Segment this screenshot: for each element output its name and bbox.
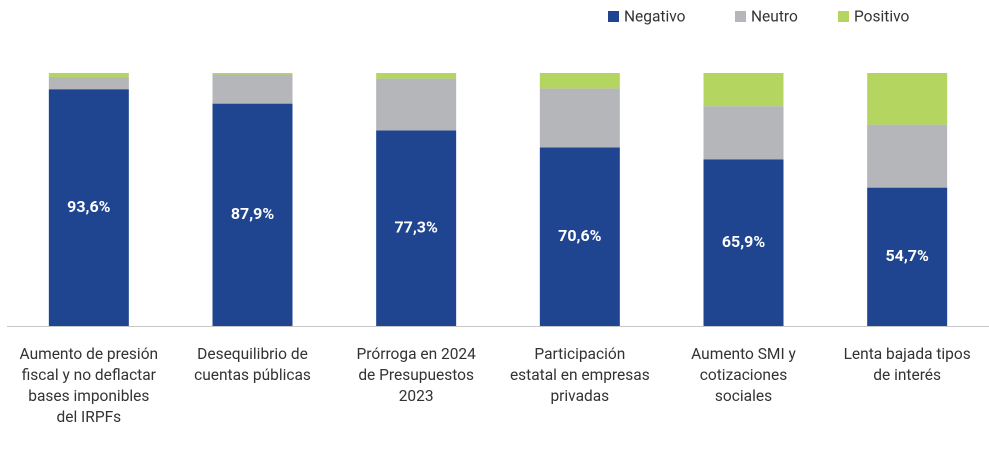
bar-segment — [376, 130, 457, 326]
x-tick-label: Desequilibrio de cuentas públicas — [194, 345, 311, 384]
bar-segment — [48, 77, 129, 90]
bar-segment — [703, 159, 784, 326]
x-tick-label: Aumento de presión fiscal y no deflactar… — [19, 345, 159, 426]
bar-segment — [48, 89, 129, 326]
bar-segment — [539, 73, 620, 89]
bar-segment — [867, 124, 948, 188]
bar-segment — [539, 88, 620, 148]
bar-segment — [867, 187, 948, 326]
data-label: 54,7% — [886, 246, 929, 265]
legend-swatch — [608, 11, 619, 22]
data-label: 87,9% — [231, 204, 274, 223]
data-label: 65,9% — [722, 232, 765, 251]
legend-label: Negativo — [624, 8, 686, 26]
bar-segment — [212, 73, 293, 75]
bar-segment — [703, 73, 784, 107]
bar-segment — [539, 147, 620, 326]
bar-segment — [376, 73, 457, 79]
data-label: 77,3% — [395, 217, 438, 236]
x-tick-label: Aumento SMI y cotizaciones sociales — [691, 345, 796, 405]
legend-swatch — [735, 11, 746, 22]
bar-segment — [48, 73, 129, 78]
bar-segment — [867, 73, 948, 125]
legend-label: Positivo — [854, 8, 910, 26]
data-label: 70,6% — [558, 226, 601, 245]
data-label: 93,6% — [67, 197, 110, 216]
x-tick-label: Participación estatal en empresas privad… — [509, 345, 650, 405]
x-tick-label: Lenta bajada tipos de interés — [843, 345, 971, 384]
legend-swatch — [838, 11, 849, 22]
bar-segment — [212, 74, 293, 104]
x-tick-label: Prórroga en 2024 de Presupuestos 2023 — [356, 345, 476, 405]
legend-label: Neutro — [751, 8, 798, 26]
bar-segment — [376, 78, 457, 131]
bar-segment — [212, 103, 293, 326]
bar-segment — [703, 106, 784, 160]
